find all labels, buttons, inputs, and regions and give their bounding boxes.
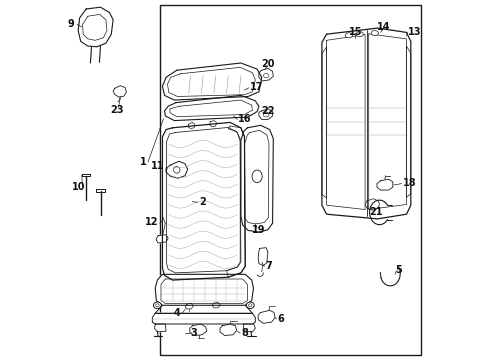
- Polygon shape: [162, 122, 244, 280]
- Polygon shape: [243, 324, 255, 332]
- Polygon shape: [376, 179, 392, 190]
- Text: 15: 15: [348, 27, 362, 37]
- Text: 14: 14: [377, 22, 390, 32]
- Ellipse shape: [345, 33, 352, 38]
- Polygon shape: [226, 126, 244, 277]
- Polygon shape: [212, 302, 220, 308]
- Polygon shape: [156, 235, 168, 243]
- Polygon shape: [220, 324, 236, 336]
- Polygon shape: [258, 109, 272, 120]
- Text: 23: 23: [110, 105, 123, 115]
- Bar: [160, 5, 420, 355]
- Polygon shape: [78, 7, 113, 47]
- Text: 13: 13: [407, 27, 421, 37]
- Polygon shape: [96, 189, 104, 192]
- Text: 6: 6: [276, 314, 283, 324]
- Polygon shape: [154, 324, 166, 332]
- Text: 2: 2: [199, 197, 205, 207]
- Polygon shape: [241, 125, 273, 232]
- Text: 16: 16: [238, 114, 251, 124]
- Polygon shape: [166, 161, 187, 178]
- Polygon shape: [258, 310, 275, 323]
- Text: 9: 9: [68, 19, 75, 30]
- Polygon shape: [113, 86, 126, 97]
- Polygon shape: [209, 121, 216, 127]
- Polygon shape: [258, 68, 273, 81]
- Ellipse shape: [370, 31, 378, 36]
- Polygon shape: [152, 313, 255, 324]
- Text: 21: 21: [368, 207, 382, 217]
- Text: 5: 5: [394, 265, 401, 275]
- Text: 1: 1: [140, 157, 146, 167]
- Ellipse shape: [153, 302, 161, 309]
- Polygon shape: [321, 28, 410, 219]
- Polygon shape: [365, 199, 379, 210]
- Text: 19: 19: [252, 225, 265, 235]
- Polygon shape: [155, 274, 253, 305]
- Text: 18: 18: [402, 178, 416, 188]
- Text: 17: 17: [249, 82, 263, 92]
- Ellipse shape: [355, 32, 363, 37]
- Text: 12: 12: [145, 217, 159, 228]
- Polygon shape: [189, 324, 206, 336]
- Text: 4: 4: [173, 308, 180, 318]
- Polygon shape: [258, 248, 267, 266]
- Polygon shape: [187, 122, 194, 129]
- Text: 11: 11: [151, 161, 164, 171]
- Polygon shape: [406, 46, 410, 197]
- Ellipse shape: [246, 302, 254, 309]
- Text: 22: 22: [261, 106, 274, 116]
- Polygon shape: [185, 303, 193, 309]
- Text: 10: 10: [72, 182, 85, 192]
- Polygon shape: [162, 63, 261, 100]
- Polygon shape: [164, 95, 258, 121]
- Text: 20: 20: [261, 59, 274, 69]
- Text: 7: 7: [265, 261, 272, 271]
- Polygon shape: [321, 47, 326, 198]
- Text: 8: 8: [241, 328, 248, 338]
- Text: 3: 3: [190, 328, 196, 338]
- Polygon shape: [81, 174, 90, 176]
